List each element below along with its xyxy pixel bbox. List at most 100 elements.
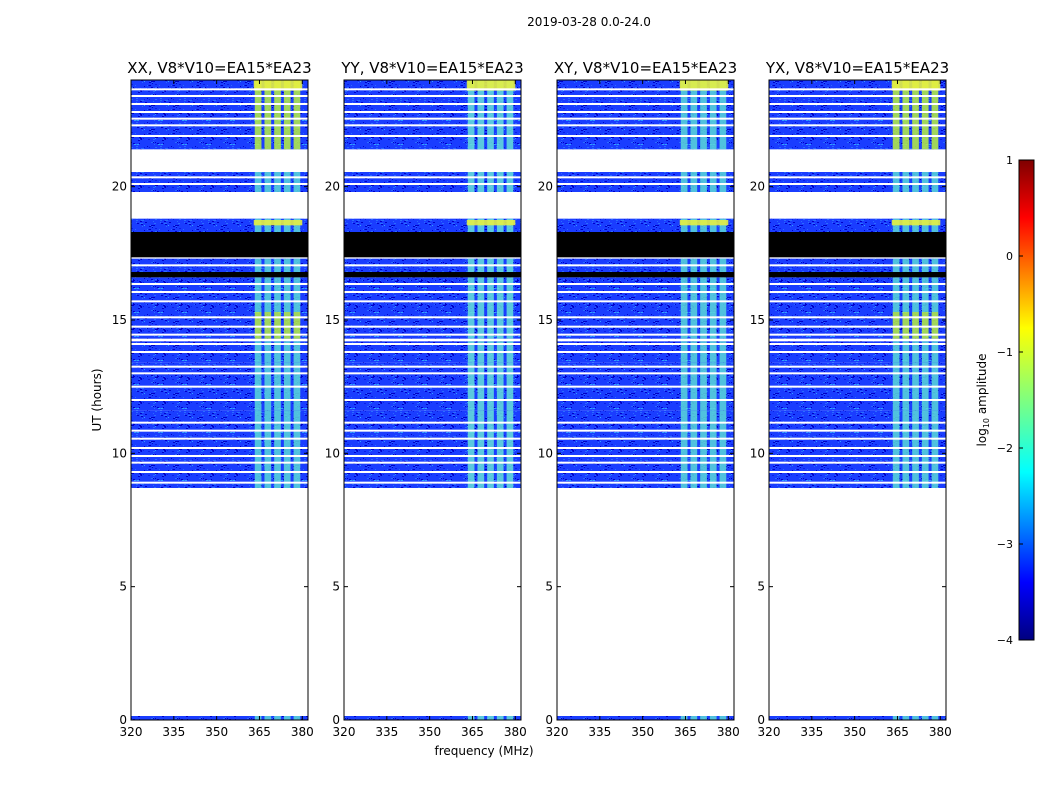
band-stripe	[700, 277, 707, 312]
band-stripe	[700, 716, 707, 720]
band-stripe	[690, 172, 698, 192]
gap-line	[131, 437, 308, 440]
gap-line	[769, 437, 946, 440]
band-stripe	[293, 716, 301, 720]
gap-line	[557, 437, 734, 440]
panel-title: XX, V8*V10=EA15*EA23	[127, 59, 311, 77]
gap-line	[557, 135, 734, 137]
gap-line	[131, 399, 308, 401]
band-highlight	[466, 80, 516, 91]
colorbar-tick-label: −3	[997, 538, 1013, 551]
gap-line	[557, 111, 734, 113]
x-tick-label: 380	[504, 725, 527, 739]
gap-line	[769, 111, 946, 113]
band-stripe	[254, 410, 262, 488]
gap-line	[344, 183, 521, 185]
band-stripe	[506, 218, 514, 232]
band-stripe	[467, 218, 475, 232]
band-stripe	[254, 716, 262, 720]
colorbar-tick-label: −2	[997, 442, 1013, 455]
gap-line	[769, 481, 946, 484]
x-tick-label: 350	[843, 725, 866, 739]
band-stripe	[892, 716, 900, 720]
band-stripe	[467, 716, 475, 720]
gap-line	[344, 447, 521, 449]
band-stripe	[902, 716, 910, 720]
heatmap-row	[344, 277, 521, 312]
gap-line	[769, 124, 946, 127]
band-stripe	[719, 277, 727, 312]
y-axis-label: UT (hours)	[90, 368, 104, 431]
band-stripe	[690, 410, 698, 488]
band-stripe	[892, 312, 900, 339]
band-stripe	[931, 716, 939, 720]
gap-line	[131, 183, 308, 185]
gap-line	[769, 343, 946, 345]
heatmap-row	[769, 716, 946, 720]
x-tick-label: 350	[205, 725, 228, 739]
band-stripe	[283, 716, 291, 720]
gap-line	[131, 365, 308, 368]
band-highlight	[679, 80, 729, 91]
x-tick-label: 365	[461, 725, 484, 739]
panel-1: XX, V8*V10=EA15*EA23 320 335 350 365 380 0 5 10 1…	[112, 59, 314, 739]
band-stripe	[254, 277, 262, 312]
band-stripe	[912, 312, 919, 339]
band-stripe	[709, 716, 717, 720]
band-stripe	[254, 312, 262, 339]
band-stripe	[467, 172, 475, 192]
gap-line	[131, 283, 308, 285]
band-stripe	[293, 312, 301, 339]
heatmap-row	[344, 172, 521, 192]
panel-title: YY, V8*V10=EA15*EA23	[340, 59, 523, 77]
gap-line	[344, 124, 521, 127]
gap-line	[769, 385, 946, 388]
gap-line	[344, 316, 521, 319]
band-stripe	[264, 172, 272, 192]
gap-line	[769, 176, 946, 179]
gap-line	[557, 343, 734, 345]
y-tick-label: 15	[750, 313, 765, 327]
gap-line	[344, 385, 521, 388]
band-stripe	[719, 410, 727, 488]
gap-line	[557, 117, 734, 120]
band-stripe	[680, 312, 688, 339]
panel-title: XY, V8*V10=EA15*EA23	[554, 59, 737, 77]
heatmap-row	[131, 277, 308, 312]
band-highlight	[891, 80, 941, 91]
y-tick-label: 20	[325, 180, 340, 194]
colorbar-gradient	[1018, 159, 1035, 641]
gap-line	[131, 333, 308, 336]
gap-line	[769, 135, 946, 137]
gap-line	[769, 88, 946, 91]
gap-line	[344, 103, 521, 105]
x-tick-label: 320	[120, 725, 143, 739]
y-tick-label: 15	[112, 313, 127, 327]
axis-labels: frequency (MHz) UT (hours)	[90, 368, 534, 758]
y-tick-label: 15	[325, 313, 340, 327]
gap-line	[557, 447, 734, 449]
band-stripe	[477, 218, 485, 232]
band-highlight	[253, 220, 303, 226]
band-stripe	[506, 716, 514, 720]
band-stripe	[902, 172, 910, 192]
gap-line	[344, 95, 521, 97]
band-stripe	[680, 277, 688, 312]
band-stripe	[506, 410, 514, 488]
gap-line	[131, 111, 308, 113]
band-stripe	[264, 80, 272, 150]
band-stripe	[467, 80, 475, 150]
gap-line	[344, 291, 521, 293]
x-tick-label: 350	[418, 725, 441, 739]
y-tick-label: 5	[119, 580, 127, 594]
gap-line	[131, 343, 308, 345]
gap-line	[344, 351, 521, 353]
gap-line	[769, 421, 946, 424]
gap-line	[344, 300, 521, 303]
band-stripe	[274, 172, 281, 192]
band-stripe	[496, 410, 504, 488]
heatmap-row	[769, 277, 946, 312]
gap-line	[769, 471, 946, 473]
band-stripe	[921, 312, 929, 339]
gap-line	[344, 365, 521, 368]
